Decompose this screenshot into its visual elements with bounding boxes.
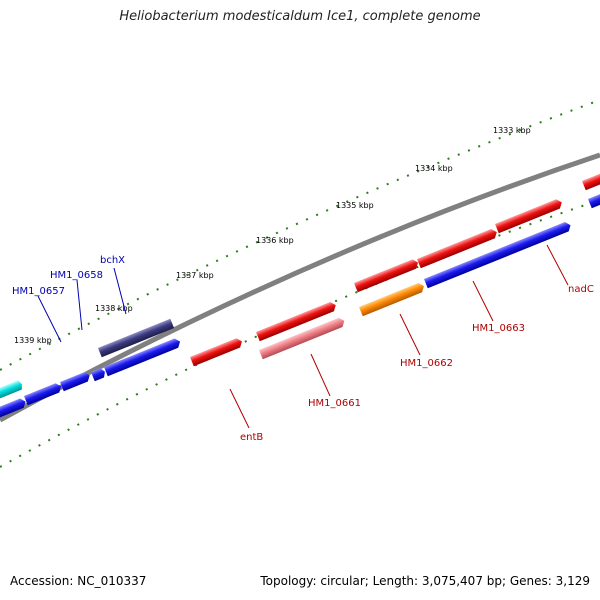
leader-HM1_0663 [472, 280, 494, 322]
leader-nadC [546, 244, 569, 286]
leader-HM1_0657 [37, 295, 62, 343]
forward-strand-genes [190, 168, 600, 367]
ruler-label: 1334 kbp [415, 164, 453, 173]
ruler-label: 1336 kbp [256, 236, 294, 245]
gene-label-entB: entB [240, 432, 263, 443]
gene-HM1_0663[interactable] [424, 221, 572, 289]
gene-forward-3[interactable] [495, 198, 564, 234]
gene-label-HM1_0663: HM1_0663 [472, 323, 525, 334]
gene-label-HM1_0662: HM1_0662 [400, 358, 453, 369]
genome-backbone [0, 152, 600, 423]
genome-summary: Topology: circular; Length: 3,075,407 bp… [260, 574, 590, 588]
gene-small-reverse[interactable] [91, 367, 107, 382]
gene-label-nadC: nadC [568, 284, 594, 295]
gene-reverse-edge[interactable] [588, 190, 600, 209]
gene-cyan[interactable] [0, 380, 24, 400]
reverse-strand-genes [0, 190, 600, 419]
gene-forward-4[interactable] [582, 168, 600, 191]
gene-label-HM1_0661: HM1_0661 [308, 398, 361, 409]
ruler-label: 1337 kbp [176, 271, 214, 280]
gene-bchX[interactable] [98, 318, 175, 358]
leader-HM1_0662 [399, 313, 421, 356]
gene-HM1_0661[interactable] [259, 316, 346, 360]
leader-bchX [113, 267, 127, 315]
gene-HM1_0662[interactable] [359, 282, 426, 317]
gene-label-HM1_0657: HM1_0657 [12, 286, 65, 297]
gene-HM1_0661-upper[interactable] [256, 301, 338, 342]
ruler-label: 1335 kbp [336, 201, 374, 210]
gene-label-HM1_0658: HM1_0658 [50, 270, 103, 281]
ruler-ticks [0, 99, 600, 468]
gene-reverse-5[interactable] [24, 382, 63, 406]
leader-HM1_0661 [310, 353, 331, 397]
accession-label: Accession: NC_010337 [10, 574, 147, 588]
gene-HM1_0658[interactable] [104, 337, 182, 377]
leader-entB [229, 388, 250, 429]
gene-label-bchX: bchX [100, 255, 125, 266]
gene-forward-2[interactable] [417, 228, 499, 269]
gene-entB[interactable] [190, 337, 244, 367]
ruler-label: 1333 kbp [493, 126, 531, 135]
ruler-label: 1338 kbp [95, 304, 133, 313]
gene-forward-1[interactable] [354, 258, 420, 293]
map-title: Heliobacterium modesticaldum Ice1, compl… [119, 9, 481, 24]
leader-HM1_0658 [76, 279, 83, 331]
label-leaders [37, 244, 569, 429]
gene-reverse-6[interactable] [0, 397, 27, 419]
gene-HM1_0657[interactable] [60, 371, 92, 392]
ruler-label: 1339 kbp [14, 336, 52, 345]
